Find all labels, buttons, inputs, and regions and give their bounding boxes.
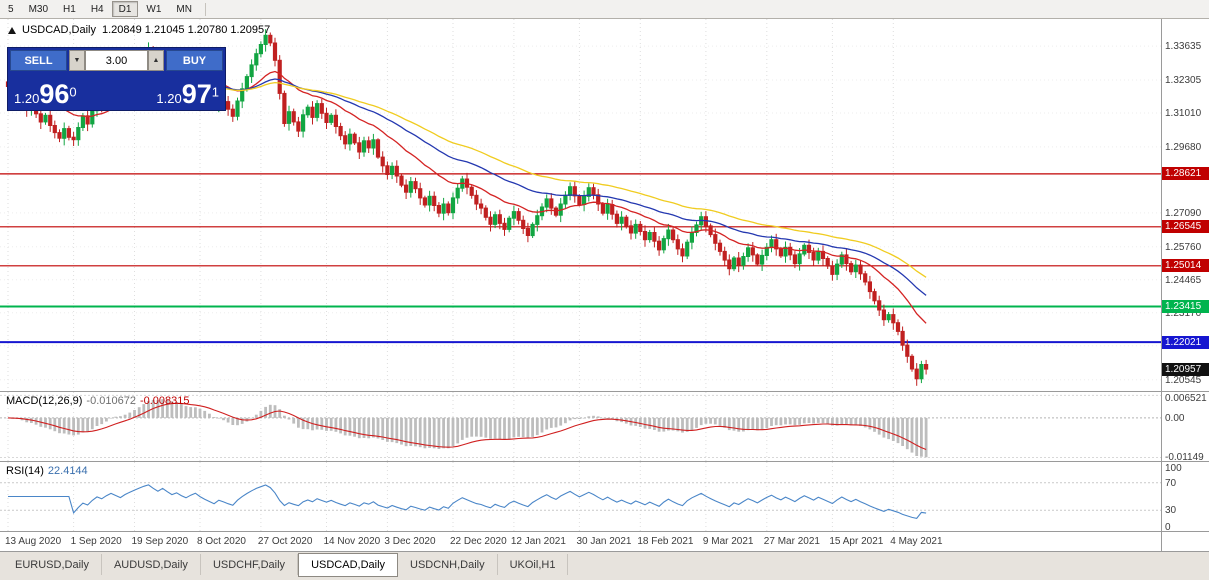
date-label: 15 Apr 2021 — [829, 536, 884, 547]
rsi-axis-label: 30 — [1165, 505, 1177, 517]
volume-input[interactable]: 3.00 — [85, 50, 148, 71]
ask-prefix: 1.20 — [156, 91, 182, 106]
rsi-axis-label: 70 — [1165, 477, 1177, 489]
macd-signal-value: -0.008315 — [139, 395, 190, 407]
price-quote-row: 1.20960 1.20971 — [10, 71, 223, 108]
bid-big-digits: 96 — [39, 79, 70, 109]
chart-header: USDCAD,Daily 1.20849 1.21045 1.20780 1.2… — [8, 24, 270, 36]
tab-usdcnh-daily[interactable]: USDCNH,Daily — [398, 554, 498, 575]
axis-divider — [1161, 19, 1162, 552]
price-axis-label: 1.33635 — [1165, 41, 1202, 53]
timeframe-button-h1[interactable]: H1 — [63, 3, 76, 15]
macd-axis-label: 0.00 — [1165, 412, 1185, 424]
current-price-badge: 1.20957 — [1162, 362, 1209, 376]
volume-increase-button[interactable]: ▲ — [148, 50, 164, 71]
price-axis-label: 1.25760 — [1165, 241, 1202, 253]
price-axis-label: 1.27090 — [1165, 207, 1202, 219]
macd-axis-label: -0.01149 — [1165, 452, 1204, 463]
date-label: 3 Dec 2020 — [384, 536, 436, 547]
price-axis-label: 1.23170 — [1165, 307, 1202, 319]
date-label: 27 Mar 2021 — [763, 536, 820, 547]
level-price-badge: 1.26545 — [1162, 220, 1209, 234]
level-price-badge: 1.28621 — [1162, 167, 1209, 181]
macd-main-value: -0.010672 — [86, 395, 136, 407]
panel-separator — [0, 531, 1209, 532]
price-axis[interactable]: 1.33635 1.32305 1.31010 1.29680 1.27090 1.257… — [1162, 19, 1209, 552]
panel-separator — [0, 461, 1209, 462]
buy-button[interactable]: BUY — [166, 50, 223, 71]
tab-ukoil-h1[interactable]: UKOil,H1 — [498, 554, 569, 575]
date-label: 9 Mar 2021 — [702, 536, 754, 547]
rsi-value: 22.4144 — [47, 465, 88, 477]
date-axis[interactable]: 13 Aug 2020 1 Sep 2020 19 Sep 2020 8 Oct 20… — [0, 532, 1161, 551]
price-axis-label: 1.29680 — [1165, 141, 1202, 153]
date-label: 14 Nov 2020 — [323, 536, 381, 547]
macd-header: MACD(12,26,9) -0.010672 -0.008315 — [6, 395, 190, 407]
ask-pipette: 1 — [211, 84, 219, 100]
tab-usdchf-daily[interactable]: USDCHF,Daily — [201, 554, 299, 575]
date-label: 27 Oct 2020 — [257, 536, 313, 547]
chevron-down-icon: ▼ — [73, 57, 81, 64]
chart-marker-icon — [8, 26, 16, 34]
panel-separator — [0, 551, 1209, 552]
bid-prefix: 1.20 — [14, 91, 40, 106]
macd-label: MACD(12,26,9) — [6, 395, 83, 407]
bid-pipette: 0 — [69, 84, 77, 100]
date-label: 13 Aug 2020 — [5, 536, 62, 547]
rsi-label: RSI(14) — [6, 465, 44, 477]
tab-audusd-daily[interactable]: AUDUSD,Daily — [102, 554, 201, 575]
price-axis-label: 1.20545 — [1165, 374, 1202, 386]
timeframe-button-h4[interactable]: H4 — [90, 3, 104, 15]
macd-panel[interactable]: MACD(12,26,9) -0.010672 -0.008315 — [0, 392, 1161, 461]
timeframe-button-m30[interactable]: M30 — [28, 3, 49, 15]
ask-price: 1.20971 — [156, 81, 219, 108]
one-click-trading-panel: SELL ▼ 3.00 ▲ BUY 1.20960 1.20971 — [7, 47, 226, 111]
date-label: 18 Feb 2021 — [637, 536, 694, 547]
symbol-title: USDCAD,Daily — [22, 24, 96, 36]
tab-eurusd-daily[interactable]: EURUSD,Daily — [3, 554, 102, 575]
macd-chart[interactable] — [0, 392, 1161, 461]
price-axis-label: 1.24465 — [1165, 274, 1202, 286]
ask-big-digits: 97 — [181, 79, 212, 109]
tab-usdcad-daily[interactable]: USDCAD,Daily — [298, 553, 399, 577]
date-label: 1 Sep 2020 — [70, 536, 122, 547]
bid-price: 1.20960 — [14, 81, 77, 108]
rsi-chart[interactable] — [0, 462, 1161, 531]
level-price-badge: 1.25014 — [1162, 259, 1209, 273]
ohlc-values: 1.20849 1.21045 1.20780 1.20957 — [101, 24, 271, 36]
timeframe-toolbar: 5 M30 H1 H4 D1 W1 MN — [0, 0, 1209, 19]
chart-tab-bar: EURUSD,Daily AUDUSD,Daily USDCHF,Daily USDC… — [0, 552, 1209, 580]
main-chart-panel[interactable]: USDCAD,Daily 1.20849 1.21045 1.20780 1.2… — [0, 19, 1161, 391]
toolbar-separator — [204, 2, 206, 16]
rsi-axis-label: 100 — [1165, 463, 1182, 474]
macd-axis-label: 0.006521 — [1165, 393, 1207, 404]
date-label: 19 Sep 2020 — [131, 536, 189, 547]
timeframe-button-mn[interactable]: MN — [176, 3, 192, 15]
price-axis-label: 1.31010 — [1165, 108, 1202, 120]
date-label: 30 Jan 2021 — [576, 536, 632, 547]
timeframe-button-w1[interactable]: W1 — [146, 3, 162, 15]
rsi-axis-label: 0 — [1165, 522, 1171, 533]
volume-stepper: ▼ 3.00 ▲ — [69, 50, 164, 71]
date-label: 22 Dec 2020 — [449, 536, 507, 547]
sell-button[interactable]: SELL — [10, 50, 67, 71]
price-axis-label: 1.32305 — [1165, 75, 1202, 87]
level-price-badge: 1.22021 — [1162, 335, 1209, 349]
level-price-badge: 1.23415 — [1162, 300, 1209, 314]
trade-controls-row: SELL ▼ 3.00 ▲ BUY — [10, 50, 223, 71]
date-label: 8 Oct 2020 — [197, 536, 246, 547]
volume-decrease-button[interactable]: ▼ — [69, 50, 85, 71]
timeframe-button-5[interactable]: 5 — [8, 3, 14, 15]
date-label: 12 Jan 2021 — [510, 536, 566, 547]
rsi-header: RSI(14) 22.4144 — [6, 465, 88, 477]
timeframe-button-d1[interactable]: D1 — [111, 1, 139, 17]
date-label: 4 May 2021 — [890, 536, 943, 547]
panel-separator — [0, 391, 1209, 392]
rsi-panel[interactable]: RSI(14) 22.4144 — [0, 462, 1161, 531]
chevron-up-icon: ▲ — [152, 57, 160, 64]
